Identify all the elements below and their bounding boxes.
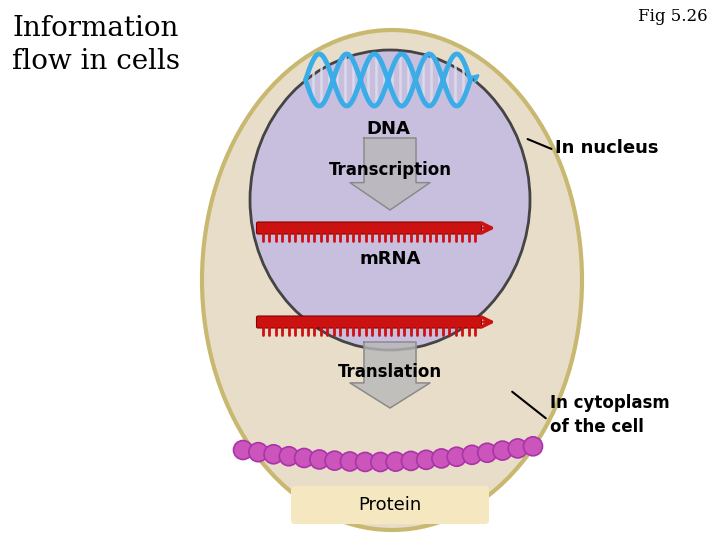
Circle shape [264,445,283,464]
Circle shape [417,450,436,469]
Circle shape [493,441,512,460]
Polygon shape [350,138,430,210]
Circle shape [523,437,542,456]
Circle shape [386,452,405,471]
Circle shape [477,443,497,462]
Text: Information
flow in cells: Information flow in cells [12,15,180,75]
Text: In cytoplasm
of the cell: In cytoplasm of the cell [550,394,670,436]
Circle shape [371,453,390,471]
Ellipse shape [202,30,582,530]
Circle shape [341,452,359,471]
Text: Translation: Translation [338,363,442,381]
Text: Transcription: Transcription [328,161,451,179]
Circle shape [432,449,451,468]
Circle shape [447,447,466,466]
FancyBboxPatch shape [291,486,489,524]
FancyBboxPatch shape [256,222,482,234]
Circle shape [401,451,420,470]
Ellipse shape [250,50,530,350]
Circle shape [462,446,482,464]
Circle shape [279,447,298,465]
Circle shape [233,441,253,460]
Circle shape [508,439,527,458]
Text: DNA: DNA [366,120,410,138]
Circle shape [294,449,313,468]
Circle shape [356,453,374,471]
Text: In nucleus: In nucleus [555,139,659,157]
Text: mRNA: mRNA [359,250,420,268]
Text: Protein: Protein [359,496,422,514]
Circle shape [310,450,329,469]
Circle shape [249,443,268,462]
FancyBboxPatch shape [256,316,482,328]
Text: Fig 5.26: Fig 5.26 [639,8,708,25]
Circle shape [325,451,344,470]
Polygon shape [350,342,430,408]
